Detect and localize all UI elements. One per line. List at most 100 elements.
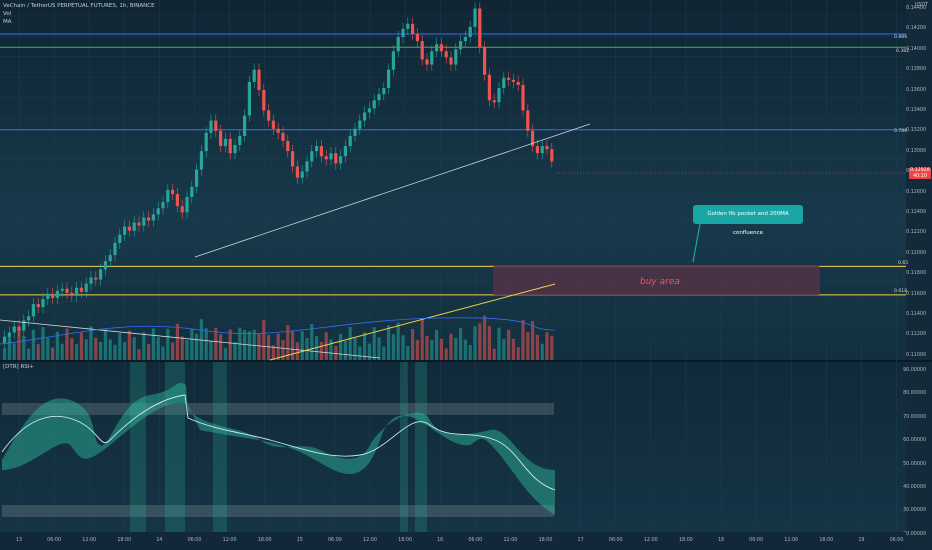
volume-bar	[411, 329, 415, 360]
volume-bar	[454, 338, 458, 360]
volume-bar	[363, 332, 367, 360]
volume-indicator-label[interactable]: Vol	[3, 11, 12, 17]
candle-body	[195, 169, 199, 187]
candle-body	[502, 77, 506, 88]
volume-bar	[531, 321, 535, 360]
buy-area-label[interactable]: buy area	[640, 277, 680, 287]
ma-indicator-label[interactable]: MA	[3, 19, 12, 25]
volume-bar	[406, 346, 410, 360]
volume-bar	[463, 339, 467, 360]
annotation-callout[interactable]: Golden fib pocket and 200MA confluence	[693, 205, 803, 236]
volume-bar	[415, 339, 419, 360]
candle-body	[487, 74, 491, 101]
rsi-highlight-column	[165, 362, 185, 532]
volume-bar	[36, 344, 40, 360]
candle-body	[531, 130, 535, 147]
candle-body	[185, 197, 189, 213]
pane-divider[interactable]	[0, 360, 932, 362]
rsi-tick: 60.00000	[903, 438, 926, 444]
symbol-title[interactable]: VeChain / TetherUS PERPETUAL FUTURES, 1h…	[3, 3, 155, 9]
candle-body	[31, 304, 35, 317]
rsi-indicator-label[interactable]: [DTR] RSI+	[3, 364, 34, 370]
candle-body	[459, 41, 463, 50]
candle-body	[108, 255, 112, 262]
price-axis[interactable]: USDT 0.14400 0.14200 0.14000 0.13800 0.13600…	[906, 0, 932, 360]
current-price-badge: 0.12928 40:10	[909, 168, 931, 179]
rsi-pane[interactable]	[0, 362, 906, 532]
rsi-tick: 90.00000	[903, 368, 926, 373]
candle-body	[60, 288, 64, 291]
candle-body	[339, 156, 343, 164]
volume-bar	[276, 333, 280, 360]
volume-bar	[348, 327, 352, 360]
candle-countdown: 40:10	[913, 174, 927, 179]
candle-body	[89, 277, 93, 284]
price-tick: 0.11000	[906, 352, 926, 358]
candle-body	[276, 128, 280, 133]
candle-body	[406, 23, 410, 29]
candle-body	[79, 287, 83, 292]
price-tick: 0.12200	[906, 230, 926, 236]
candle-body	[233, 145, 237, 154]
candle-body	[497, 87, 501, 103]
time-tick: 18:00	[398, 538, 413, 543]
volume-bar	[372, 327, 376, 360]
trendline-support	[194, 123, 591, 258]
candle-body	[103, 261, 107, 270]
volume-bar	[516, 347, 520, 360]
rsi-highlight-column	[400, 362, 408, 532]
candle-body	[319, 146, 323, 157]
candle-body	[281, 132, 285, 141]
rsi-cloud	[2, 382, 555, 515]
price-tick: 0.11400	[906, 312, 926, 317]
volume-bar	[209, 340, 213, 360]
time-tick: 17	[577, 538, 584, 543]
price-tick: 0.13000	[906, 148, 926, 154]
candle-body	[262, 90, 266, 111]
volume-bar	[247, 331, 251, 360]
time-tick: 18:00	[678, 538, 693, 543]
price-tick: 0.11600	[906, 291, 926, 297]
volume-bar	[166, 328, 170, 360]
rsi-axis[interactable]: 90.00000 80.00000 70.00000 60.00000 50.00000…	[903, 362, 932, 537]
volume-bar	[233, 342, 237, 360]
volume-bar	[51, 347, 55, 360]
candle-body	[511, 79, 515, 82]
candle-body	[94, 277, 98, 280]
volume-bar	[94, 337, 98, 360]
volume-bar	[545, 332, 549, 360]
time-axis[interactable]: 13 06:00 12:00 18:00 14 06:00 12:00 18:00 15 06:0…	[0, 532, 906, 550]
candle-body	[132, 222, 136, 231]
price-pane[interactable]	[0, 0, 906, 360]
volume-bar	[7, 335, 11, 360]
volume-bar	[339, 333, 343, 360]
candle-body	[271, 120, 275, 129]
candle-body	[27, 316, 31, 321]
rsi-highlight-column	[415, 362, 427, 532]
candle-body	[209, 120, 213, 133]
volume-bar	[161, 346, 165, 360]
candle-body	[430, 51, 434, 65]
candle-body	[166, 189, 170, 203]
candle-body	[550, 149, 554, 162]
candle-body	[286, 140, 290, 152]
candle-body	[439, 44, 443, 52]
volume-bar	[257, 334, 261, 360]
volume-bar	[425, 336, 429, 360]
candle-body	[180, 206, 184, 213]
volume-bar	[358, 346, 362, 360]
candle-body	[334, 153, 338, 164]
volume-bar	[526, 332, 530, 360]
candle-body	[449, 57, 453, 65]
candle-body	[444, 51, 448, 58]
volume-bar	[214, 328, 218, 360]
candle-body	[147, 217, 151, 221]
time-tick: 18:00	[117, 538, 132, 543]
volume-bar	[84, 339, 88, 360]
volume-bar	[295, 342, 299, 360]
time-tick: 12:00	[82, 538, 97, 543]
volume-bar	[329, 339, 333, 360]
candle-body	[348, 135, 352, 147]
volume-bar	[286, 325, 290, 360]
